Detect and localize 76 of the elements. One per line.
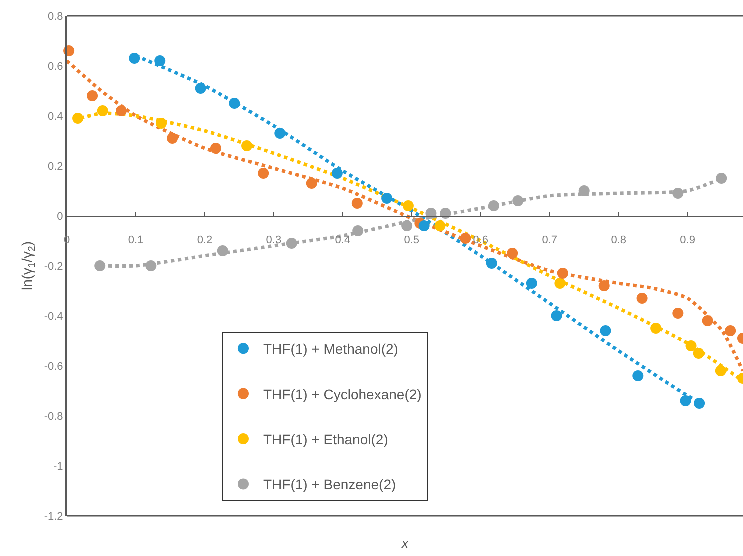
point — [242, 140, 253, 152]
point — [486, 258, 498, 269]
x-tick-label: 0.9 — [680, 234, 696, 247]
point — [94, 260, 106, 272]
point — [526, 278, 538, 289]
point — [650, 323, 662, 334]
point — [725, 326, 736, 336]
point — [672, 308, 684, 319]
point — [382, 193, 393, 204]
point — [274, 128, 286, 139]
y-tick-label: 0 — [57, 210, 64, 223]
point — [554, 278, 566, 289]
point — [460, 233, 472, 244]
point — [578, 186, 590, 196]
x-tick-label: 0.8 — [611, 234, 626, 247]
y-tick-label: -1.2 — [44, 510, 64, 523]
point — [512, 196, 524, 206]
y-tick-label: 0.2 — [48, 160, 64, 173]
point — [72, 113, 84, 124]
point — [154, 56, 166, 66]
x-tick-label: 0.3 — [266, 234, 282, 247]
y-tick-label: -0.4 — [44, 310, 64, 323]
x-axis-title: x — [401, 536, 409, 551]
y-tick-label: 0.8 — [48, 10, 64, 23]
point — [332, 168, 343, 179]
legend-label: THF(1) + Cyclohexane(2) — [263, 386, 422, 402]
legend-label: THF(1) + Methanol(2) — [263, 341, 398, 358]
x-tick-label: 0.4 — [335, 234, 351, 247]
point — [306, 178, 318, 189]
point — [716, 173, 728, 184]
point — [715, 366, 726, 376]
y-tick-label: -1 — [54, 460, 64, 473]
point — [636, 293, 648, 304]
point — [418, 220, 430, 232]
legend-label: THF(1) + Ethanol(2) — [263, 431, 388, 448]
point — [286, 238, 298, 249]
point — [551, 310, 562, 322]
x-tick-label: 0.7 — [542, 234, 558, 247]
y-tick-label: 0.4 — [48, 110, 64, 123]
point — [507, 248, 518, 259]
point — [557, 268, 568, 279]
y-tick-label: -0.8 — [44, 410, 64, 423]
point — [129, 53, 140, 64]
point — [488, 200, 500, 212]
point — [632, 370, 644, 382]
point — [352, 226, 364, 236]
point — [167, 133, 178, 144]
point — [258, 168, 270, 179]
point — [217, 246, 228, 256]
point — [598, 280, 610, 292]
point — [352, 198, 363, 209]
x-tick-label: 0.1 — [128, 234, 144, 247]
point — [116, 106, 127, 116]
point — [434, 220, 446, 232]
point — [87, 90, 98, 102]
point — [156, 118, 167, 129]
x-tick-label: 0.5 — [404, 234, 420, 247]
point — [600, 326, 612, 336]
y-tick-label: -0.6 — [44, 360, 64, 373]
point — [229, 98, 240, 109]
legend-label: THF(1) + Benzene(2) — [263, 476, 396, 493]
point — [146, 260, 157, 272]
point — [210, 143, 222, 154]
point — [672, 188, 684, 199]
x-tick-label: 0.2 — [197, 234, 213, 247]
y-tick-label: 0.6 — [48, 60, 64, 73]
point — [402, 220, 413, 232]
point — [195, 83, 206, 94]
point — [402, 200, 414, 212]
point — [686, 340, 697, 352]
point — [680, 396, 692, 406]
point — [694, 398, 706, 409]
y-tick-label: -0.2 — [44, 260, 64, 273]
point — [702, 316, 714, 326]
point — [693, 348, 704, 359]
point — [97, 106, 108, 116]
